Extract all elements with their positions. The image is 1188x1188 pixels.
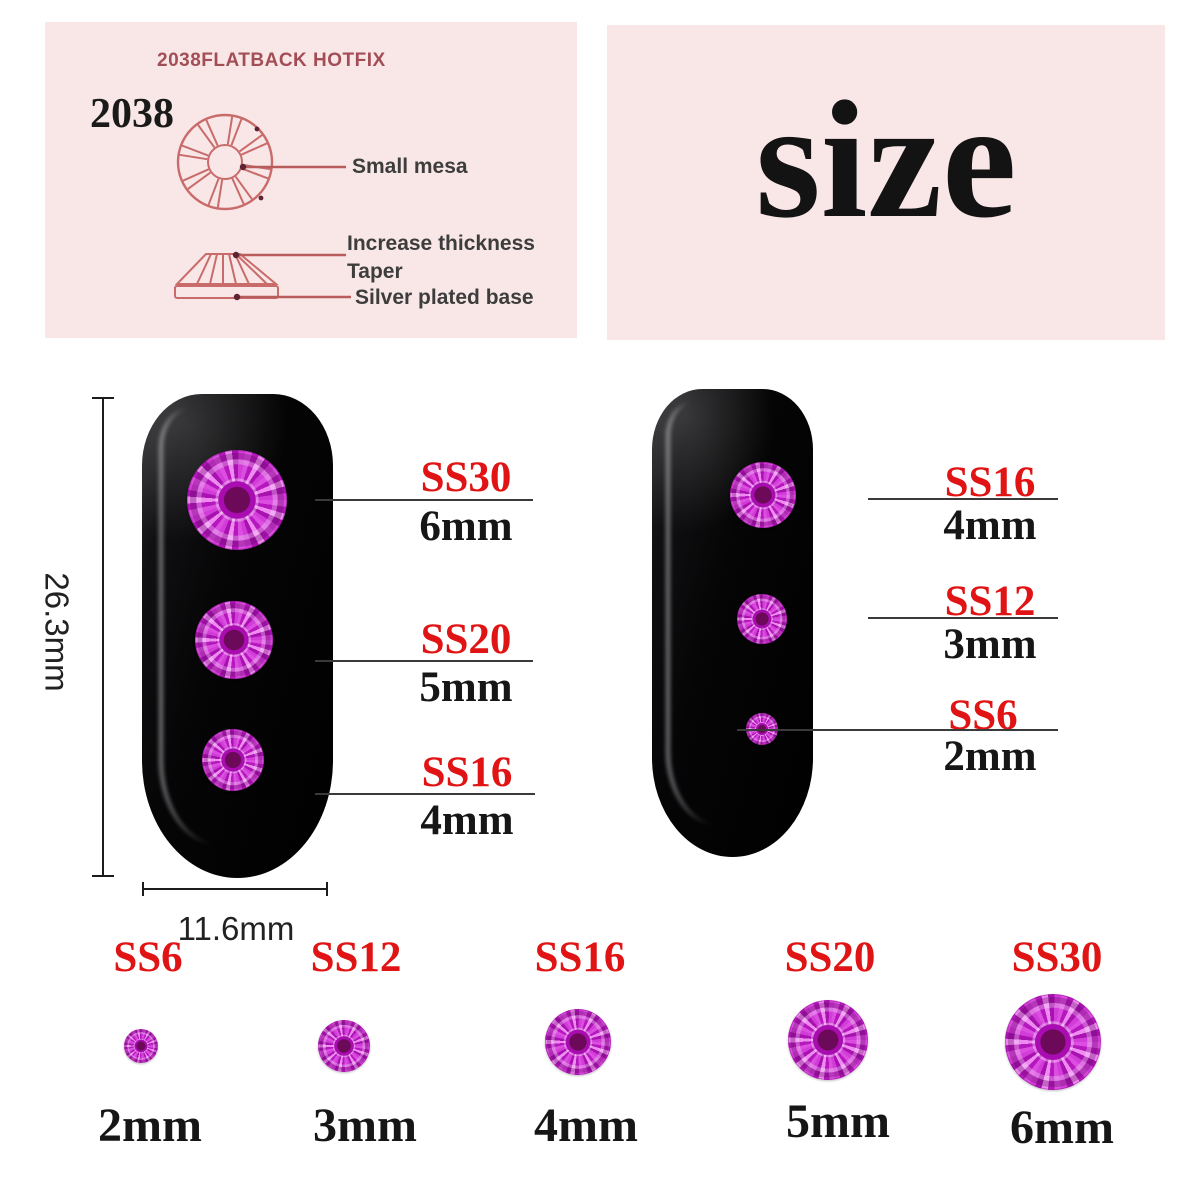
- chart-ss16-size: 4mm: [534, 1099, 638, 1152]
- right-callout-ss6-size: 2mm: [943, 733, 1037, 780]
- height-dimension-label: 26.3mm: [38, 572, 76, 692]
- right-callout-ss16-leader: [868, 498, 1058, 500]
- stone-ss16-on-left-nail: [202, 729, 264, 791]
- stone-ss20-on-left-nail: [195, 601, 273, 679]
- chart-ss16-code: SS16: [534, 934, 626, 981]
- right-callout-ss12-size: 3mm: [943, 621, 1037, 668]
- chart-ss6-code: SS6: [113, 934, 183, 981]
- callout-increase-thickness: Increase thickness: [347, 232, 535, 255]
- left-callout-ss20-size: 5mm: [419, 664, 513, 711]
- width-dimension-label: 11.6mm: [177, 910, 295, 947]
- right-callout-ss16-size: 4mm: [943, 502, 1037, 549]
- model-number: 2038: [90, 91, 174, 137]
- chart-ss30-size: 6mm: [1010, 1101, 1114, 1154]
- side-view-drawing: [174, 253, 279, 299]
- callout-silver-plated-base: Silver plated base: [355, 286, 534, 309]
- left-callout-ss30-size: 6mm: [419, 503, 513, 550]
- left-callout-ss30-leader: [315, 499, 533, 501]
- callout-anchor-dots: [232, 126, 264, 301]
- stone-ss16-on-right-nail: [730, 462, 796, 528]
- chart-ss20-code: SS20: [784, 934, 876, 981]
- width-dimension-line: [142, 882, 328, 896]
- right-callout-ss16-code: SS16: [944, 459, 1036, 506]
- chart-ss6-size: 2mm: [98, 1099, 202, 1152]
- right-callout-ss12-leader: [868, 617, 1058, 619]
- chart-ss12-size: 3mm: [313, 1099, 417, 1152]
- chart-ss12-code: SS12: [310, 934, 402, 981]
- chart-ss16-stone: [545, 1009, 611, 1075]
- chart-ss30-code: SS30: [1011, 934, 1103, 981]
- size-heading: size: [755, 67, 1017, 253]
- left-callout-ss16-size: 4mm: [420, 797, 514, 844]
- stone-ss12-on-right-nail: [737, 594, 787, 644]
- left-callout-ss30-code: SS30: [420, 454, 512, 501]
- spec-panel-title: 2038FLATBACK HOTFIX: [157, 50, 386, 71]
- top-view-drawing: [176, 113, 274, 211]
- stone-ss30-on-left-nail: [187, 450, 287, 550]
- chart-ss20-stone: [788, 1000, 868, 1080]
- left-callout-ss16-leader: [315, 793, 535, 795]
- nail-right: [652, 389, 813, 857]
- height-dimension-line: [92, 397, 114, 877]
- right-callout-ss12-code: SS12: [944, 578, 1036, 625]
- callout-taper: Taper: [347, 260, 403, 283]
- chart-ss30-stone: [1005, 994, 1101, 1090]
- chart-ss20-size: 5mm: [786, 1095, 890, 1148]
- left-callout-ss20-leader: [315, 660, 533, 662]
- spec-panel: 2038FLATBACK HOTFIX 2038 Small mesa Incr…: [45, 22, 577, 338]
- callout-leader-lines: [236, 165, 351, 299]
- left-callout-ss16-code: SS16: [421, 749, 513, 796]
- chart-ss6-stone: [124, 1029, 158, 1063]
- chart-ss12-stone: [318, 1020, 370, 1072]
- size-panel: size: [607, 25, 1165, 340]
- callout-small-mesa: Small mesa: [352, 155, 468, 178]
- rhinestone-technical-drawing: [174, 113, 351, 301]
- left-callout-ss20-code: SS20: [420, 616, 512, 663]
- right-callout-ss6-leader: [737, 729, 1058, 731]
